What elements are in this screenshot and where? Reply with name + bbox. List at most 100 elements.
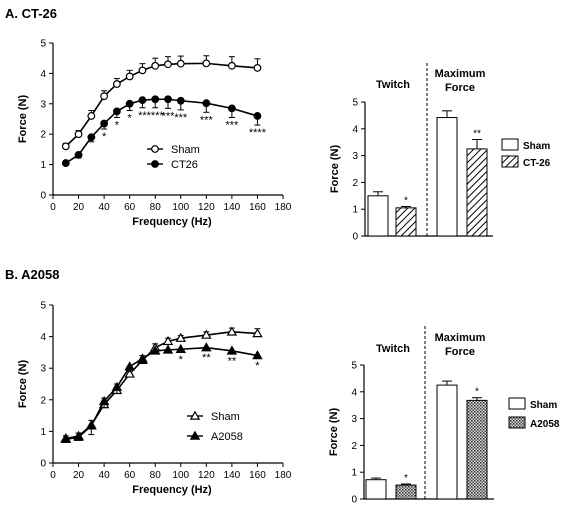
data-point-sham bbox=[226, 326, 238, 336]
data-point-sham bbox=[227, 61, 236, 70]
y-tick-label: 2 bbox=[40, 395, 46, 406]
significance-marker: * bbox=[404, 473, 408, 484]
significance-marker: * bbox=[255, 360, 260, 372]
legend-marker bbox=[189, 430, 201, 440]
y-tick-label: 0 bbox=[352, 232, 358, 243]
x-tick-label: 140 bbox=[224, 470, 241, 481]
x-tick-label: 0 bbox=[50, 202, 56, 213]
data-point-a2058 bbox=[111, 381, 123, 391]
data-point-sham bbox=[201, 329, 212, 339]
data-point-sham bbox=[164, 60, 172, 69]
legend-marker bbox=[151, 160, 159, 168]
y-tick-label: 4 bbox=[40, 332, 46, 343]
bar-ct-26 bbox=[395, 207, 417, 237]
legend-marker bbox=[151, 145, 159, 153]
legend-label: Sham bbox=[530, 400, 557, 411]
bar-sham bbox=[365, 479, 387, 500]
data-point-ct26 bbox=[202, 99, 211, 108]
data-point-a2058 bbox=[98, 395, 110, 406]
significance-marker: *** bbox=[162, 110, 176, 122]
y-tick-label: 2 bbox=[351, 441, 357, 452]
significance-marker: **** bbox=[249, 127, 267, 139]
legend-label: Sham bbox=[171, 144, 200, 156]
significance-marker: * bbox=[475, 387, 479, 398]
legend-swatch bbox=[501, 138, 519, 151]
chart-b-bars: 0 1 2 3 4 5 Force (N) * Twitch * Maximum Force Sham A… bbox=[328, 325, 560, 506]
data-point-a2058 bbox=[137, 353, 148, 363]
significance-marker: *** bbox=[225, 119, 239, 131]
bar-sham bbox=[367, 195, 389, 237]
bar-ct-26 bbox=[466, 148, 488, 237]
group-label: Twitch bbox=[376, 79, 410, 91]
group-label: Maximum bbox=[435, 332, 486, 344]
data-point-sham bbox=[138, 66, 147, 75]
legend-label: A2058 bbox=[530, 419, 560, 430]
x-tick-label: 180 bbox=[275, 202, 292, 213]
y-tick-label: 1 bbox=[40, 160, 46, 171]
data-point-ct26 bbox=[227, 104, 236, 113]
data-point-a2058 bbox=[60, 433, 72, 444]
x-axis-label: Frequency (Hz) bbox=[132, 216, 212, 228]
data-point-sham bbox=[253, 64, 262, 72]
significance-marker: * bbox=[128, 112, 133, 124]
data-point-sham bbox=[124, 368, 135, 378]
significance-marker: ** bbox=[228, 355, 237, 367]
data-point-sham bbox=[125, 72, 134, 81]
group-label: Maximum bbox=[435, 68, 486, 80]
data-point-sham bbox=[100, 92, 109, 101]
group-label: Force bbox=[445, 346, 475, 358]
y-axis-label: Force (N) bbox=[329, 145, 341, 194]
x-tick-label: 180 bbox=[275, 470, 292, 481]
bar-sham bbox=[436, 384, 458, 500]
data-point-sham bbox=[176, 59, 185, 68]
data-point-a2058 bbox=[73, 431, 84, 441]
data-point-a2058 bbox=[149, 345, 161, 355]
y-tick-label: 2 bbox=[40, 130, 46, 141]
legend-label: A2058 bbox=[211, 431, 243, 443]
y-axis-label: Force (N) bbox=[17, 95, 29, 144]
x-tick-label: 80 bbox=[150, 470, 162, 481]
y-tick-label: 5 bbox=[352, 98, 358, 109]
data-point-ct26 bbox=[87, 133, 96, 142]
significance-marker: ** bbox=[202, 352, 211, 364]
y-tick-label: 1 bbox=[351, 468, 357, 479]
significance-marker: * bbox=[115, 119, 120, 131]
data-point-a2058 bbox=[252, 350, 263, 360]
legend-swatch bbox=[508, 416, 526, 429]
data-point-ct26 bbox=[151, 95, 160, 104]
legend-label: Sham bbox=[211, 411, 240, 423]
x-tick-label: 60 bbox=[124, 202, 136, 213]
x-tick-label: 40 bbox=[99, 470, 111, 481]
chart-b-frequency: 0 1 2 3 4 5 Force (N) 0 20 40 60 80 100 120 140 160 180 F… bbox=[17, 301, 292, 497]
data-point-sham bbox=[61, 142, 70, 151]
data-point-a2058 bbox=[175, 343, 187, 353]
significance-marker: * bbox=[179, 354, 184, 366]
y-tick-label: 3 bbox=[352, 151, 358, 162]
x-tick-label: 100 bbox=[172, 470, 189, 481]
chart-a-frequency: 0 1 2 3 4 5 Force (N) 0 20 40 60 80 100 120 140 160 180 F… bbox=[17, 39, 292, 229]
significance-marker: ** bbox=[473, 129, 481, 140]
y-tick-label: 5 bbox=[40, 39, 46, 50]
legend-label: CT26 bbox=[171, 159, 198, 171]
legend-label: CT-26 bbox=[523, 158, 551, 169]
y-tick-label: 4 bbox=[40, 69, 46, 80]
y-tick-label: 2 bbox=[352, 178, 358, 189]
data-point-sham bbox=[202, 59, 211, 68]
x-tick-label: 160 bbox=[249, 470, 266, 481]
legend-marker bbox=[189, 410, 201, 420]
data-point-a2058 bbox=[124, 361, 135, 371]
x-tick-label: 20 bbox=[73, 202, 85, 213]
y-tick-label: 1 bbox=[40, 427, 46, 438]
bar-sham bbox=[436, 117, 458, 237]
y-tick-label: 4 bbox=[352, 124, 358, 135]
data-point-ct26 bbox=[100, 119, 109, 128]
significance-marker: *** bbox=[200, 114, 214, 126]
data-point-ct26 bbox=[74, 150, 83, 159]
data-point-ct26 bbox=[138, 96, 147, 105]
y-tick-label: 3 bbox=[40, 364, 46, 375]
significance-marker: * bbox=[404, 196, 408, 207]
y-tick-label: 0 bbox=[40, 191, 46, 202]
data-point-ct26 bbox=[61, 159, 70, 167]
x-tick-label: 140 bbox=[224, 202, 241, 213]
